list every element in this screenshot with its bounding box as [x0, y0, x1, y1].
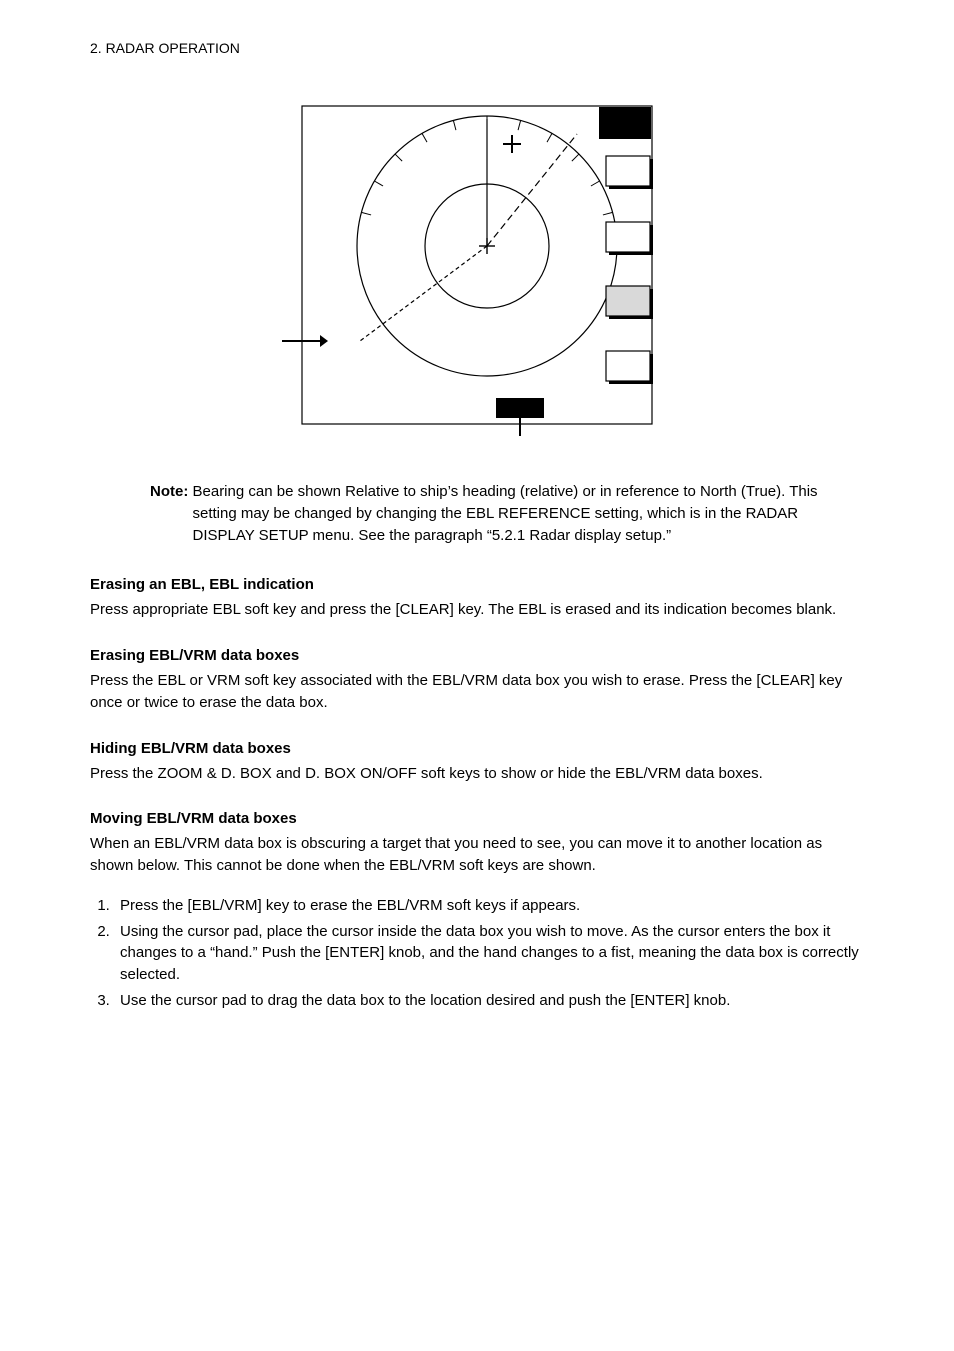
heading-erase-box: Erasing EBL/VRM data boxes [90, 647, 864, 664]
heading-move-box: Moving EBL/VRM data boxes [90, 810, 864, 827]
note-text: Bearing can be shown Relative to ship’s … [193, 481, 865, 546]
list-item: Using the cursor pad, place the cursor i… [114, 921, 864, 986]
body-erase-box: Press the EBL or VRM soft key associated… [90, 670, 864, 714]
page: 2. RADAR OPERATION Note: Bearing can be … [0, 0, 954, 1076]
move-box-steps: Press the [EBL/VRM] key to erase the EBL… [90, 895, 864, 1012]
note-label: Note: [150, 481, 193, 546]
body-move-box: When an EBL/VRM data box is obscuring a … [90, 833, 864, 877]
list-item: Press the [EBL/VRM] key to erase the EBL… [114, 895, 864, 917]
note-block: Note: Bearing can be shown Relative to s… [150, 481, 864, 546]
radar-diagram-icon [282, 96, 672, 436]
body-hide-box: Press the ZOOM & D. BOX and D. BOX ON/OF… [90, 763, 864, 785]
section-header: 2. RADAR OPERATION [90, 40, 864, 56]
list-item: Use the cursor pad to drag the data box … [114, 990, 864, 1012]
heading-erase-ebl: Erasing an EBL, EBL indication [90, 576, 864, 593]
radar-ebl-figure [282, 96, 672, 441]
heading-hide-box: Hiding EBL/VRM data boxes [90, 740, 864, 757]
body-erase-ebl: Press appropriate EBL soft key and press… [90, 599, 864, 621]
